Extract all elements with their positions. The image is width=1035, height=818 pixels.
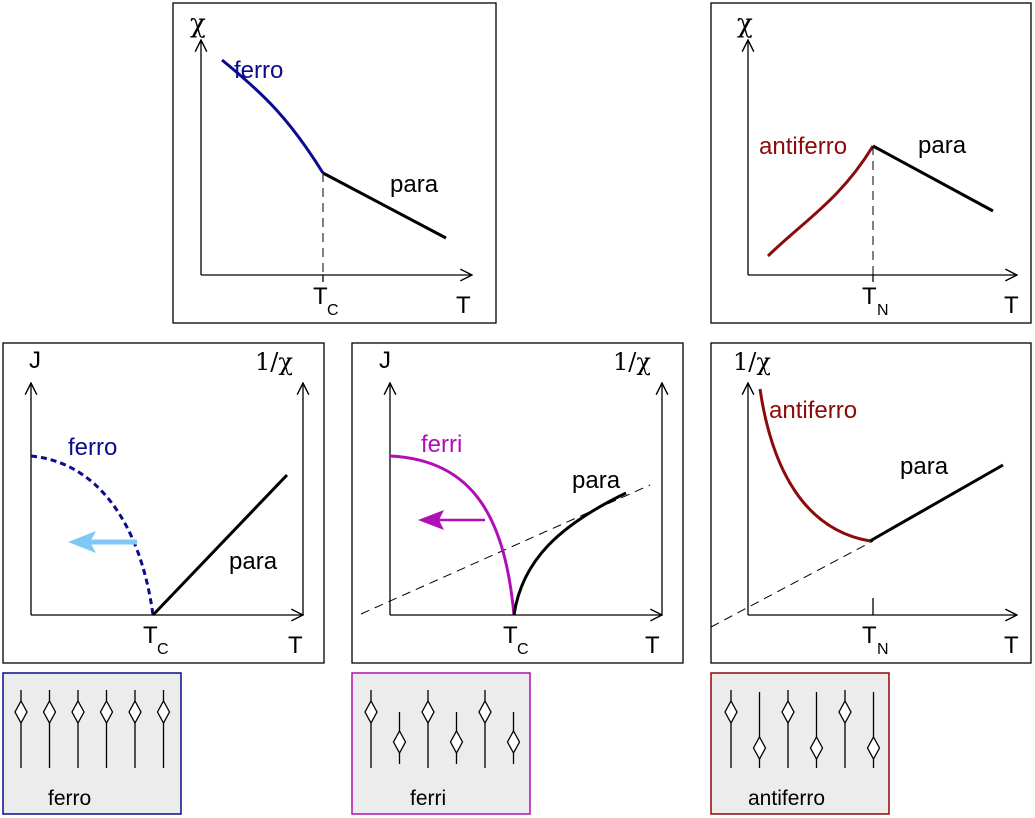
para-line: [872, 144, 994, 213]
x-axis-label: T: [1004, 632, 1019, 659]
right-axis-label: 1/χ: [613, 348, 651, 376]
spin-down-icon: [392, 712, 407, 764]
antiferro-curve: [766, 145, 875, 258]
antiferro-curve: [758, 388, 871, 543]
ferri-arrow-head: [418, 510, 444, 530]
spin-down-icon: [866, 692, 881, 768]
left-axis-label: J: [29, 347, 41, 374]
para-label: para: [900, 453, 949, 480]
panel-ferro-chi: χ T ferro para T C: [172, 2, 497, 324]
spin-box-ferri: ferri: [351, 672, 531, 815]
tc-subscript: C: [517, 641, 529, 658]
spin-down-icon: [506, 712, 521, 764]
para-label: para: [918, 132, 967, 159]
spin-box-frame: [351, 672, 531, 815]
spin-up-icon: [724, 690, 738, 768]
ferri-magnetization-curve: [389, 454, 516, 616]
x-axis-label: T: [645, 632, 660, 659]
x-axis-label: T: [288, 632, 303, 659]
panel-frame: [710, 342, 1032, 664]
ferro-arrow-head: [68, 531, 96, 553]
spin-up-icon: [99, 690, 114, 768]
para-line: [151, 473, 289, 617]
panel-ferri-inverse: J 1/χ T ferri para T C: [351, 342, 684, 664]
panel-antiferro-chi: χ T antiferro para T N: [710, 2, 1032, 324]
ferri-inverse-chi-curve: [512, 491, 627, 616]
spin-box-frame: [2, 672, 182, 815]
panel-frame: [710, 2, 1032, 324]
tc-label: T: [503, 622, 518, 649]
spin-down-icon: [752, 692, 767, 768]
tc-label: T: [143, 622, 158, 649]
tc-subscript: C: [327, 302, 339, 319]
spin-box-ferro: ferro: [2, 672, 182, 815]
antiferro-label: antiferro: [759, 133, 847, 160]
ferro-label: ferro: [68, 434, 117, 461]
y-axis-label: χ: [190, 9, 206, 39]
asymptote-dashed-line: [710, 540, 874, 628]
x-axis-label: T: [456, 292, 471, 319]
panel-frame: [172, 2, 497, 324]
spin-row: [364, 690, 521, 768]
para-label: para: [390, 171, 439, 198]
spin-up-icon: [14, 690, 28, 768]
para-label: para: [572, 467, 621, 494]
x-axis-label: T: [1004, 292, 1019, 319]
spin-box-label: ferri: [410, 787, 446, 810]
spin-up-icon: [838, 690, 852, 768]
tn-label: T: [862, 283, 877, 310]
spin-box-label: ferro: [48, 787, 91, 810]
spin-up-icon: [478, 690, 492, 768]
panel-antiferro-inverse: 1/χ T antiferro para T N: [710, 342, 1032, 664]
spin-up-icon: [156, 690, 171, 768]
spin-up-icon: [71, 690, 85, 768]
spin-up-icon: [42, 690, 57, 768]
para-line: [869, 463, 1004, 543]
spin-box-label: antiferro: [748, 787, 825, 810]
tn-subscript: N: [877, 641, 889, 658]
ferro-curve: [221, 58, 325, 174]
panel-frame: [2, 342, 325, 664]
spin-up-icon: [781, 690, 795, 768]
spin-row: [724, 690, 881, 768]
spin-down-icon: [809, 692, 824, 768]
tn-subscript: N: [877, 302, 889, 319]
panel-ferro-inverse: J 1/χ T ferro para T C: [2, 342, 325, 664]
spin-box-antiferro: antiferro: [710, 672, 890, 815]
tc-subscript: C: [157, 641, 169, 658]
spin-down-icon: [449, 712, 464, 764]
tc-label: T: [313, 283, 328, 310]
right-axis-label: 1/χ: [255, 348, 293, 376]
antiferro-label: antiferro: [769, 397, 857, 424]
spin-up-icon: [128, 690, 142, 768]
y-axis-label: 1/χ: [733, 348, 771, 376]
para-line: [322, 171, 447, 240]
panel-frame: [351, 342, 684, 664]
ferro-label: ferro: [234, 57, 283, 84]
ferro-magnetization-curve: [30, 454, 155, 616]
tn-label: T: [862, 622, 877, 649]
spin-up-icon: [364, 690, 378, 768]
y-axis-label: χ: [737, 9, 753, 39]
spin-box-frame: [710, 672, 890, 815]
para-label: para: [229, 548, 278, 575]
spin-row: [14, 690, 171, 768]
ferri-label: ferri: [421, 431, 462, 458]
spin-up-icon: [421, 690, 435, 768]
left-axis-label: J: [379, 347, 391, 374]
